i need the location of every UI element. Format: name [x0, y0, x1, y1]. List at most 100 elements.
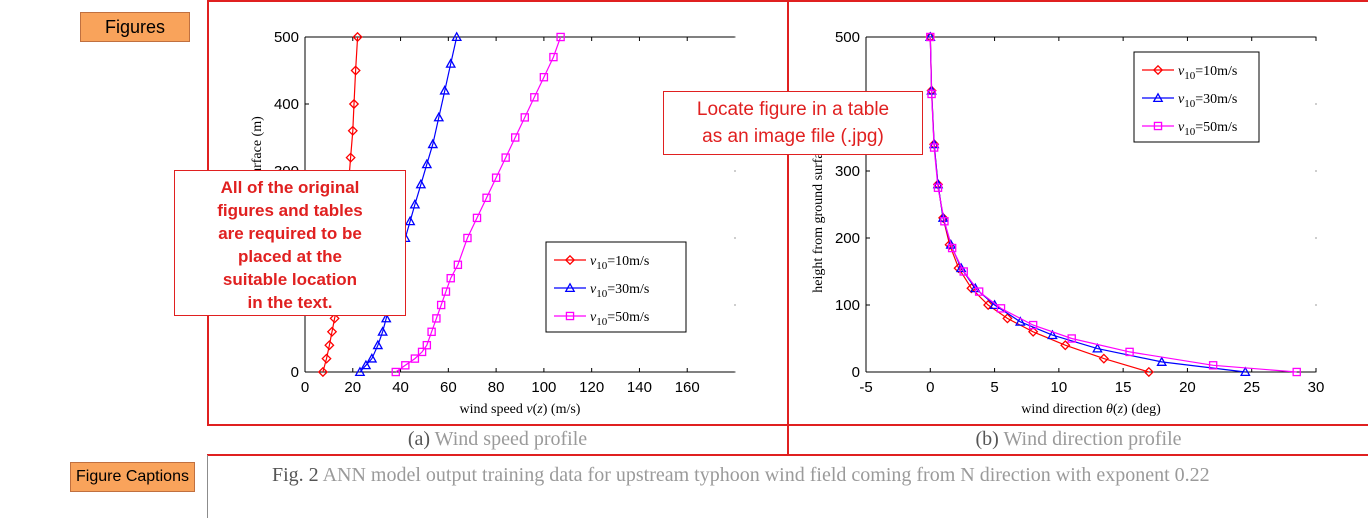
- data-point: [463, 233, 472, 243]
- data-point: [1143, 366, 1154, 378]
- data-point: [1028, 326, 1039, 337]
- legend-label: v10=50m/s: [590, 310, 649, 328]
- subcaption-a: (a) Wind speed profile: [208, 427, 787, 451]
- legend-label: v10=50m/s: [1178, 120, 1237, 138]
- x-tick-label: 140: [627, 379, 652, 396]
- x-tick-label: 80: [488, 379, 505, 396]
- data-point: [983, 299, 994, 311]
- x-tick-label: 15: [1115, 379, 1132, 396]
- subcaption-b-label: (b): [975, 428, 999, 450]
- series-line: [395, 36, 562, 373]
- figure-caption-text: ANN model output training data for upstr…: [322, 464, 1210, 486]
- y-tick-label: 400: [274, 96, 299, 113]
- data-point: [366, 353, 378, 363]
- data-point: [446, 273, 455, 283]
- legend-label: v10=30m/s: [1178, 92, 1237, 110]
- right-axis-dot: [734, 36, 736, 38]
- placement-note-line: placed at the: [238, 247, 342, 266]
- legend-marker: [1152, 92, 1164, 103]
- legend-label: v10=10m/s: [590, 254, 649, 272]
- data-point: [959, 267, 968, 276]
- data-point: [415, 178, 427, 189]
- data-point: [1014, 316, 1026, 326]
- frame-row-separator: [207, 424, 1368, 426]
- series-line: [929, 36, 1297, 373]
- data-point: [549, 52, 558, 62]
- data-point: [1047, 329, 1058, 340]
- data-point: [410, 354, 420, 363]
- image-file-line: as an image file (.jpg): [702, 126, 884, 147]
- placement-note-line: All of the original: [220, 178, 360, 197]
- data-point: [491, 173, 501, 182]
- data-point: [445, 58, 457, 68]
- data-point: [940, 217, 949, 226]
- right-axis-dot: [734, 170, 736, 172]
- data-point: [520, 113, 529, 122]
- data-point: [929, 143, 939, 152]
- placement-note-line: in the text.: [247, 293, 333, 312]
- legend-marker: [564, 254, 576, 266]
- x-axis-label: wind direction θ(z) (deg): [1021, 402, 1161, 417]
- data-point: [451, 31, 462, 42]
- data-point: [556, 32, 565, 42]
- y-tick-label: 500: [835, 29, 860, 46]
- data-point: [1092, 343, 1103, 353]
- frame-divider-vertical: [787, 0, 789, 455]
- data-point: [1098, 353, 1109, 364]
- data-point: [1125, 347, 1134, 357]
- image-file-line: Locate figure in a table: [696, 99, 890, 120]
- y-tick-label: 300: [835, 163, 860, 180]
- data-point: [348, 98, 360, 110]
- x-tick-label: 5: [990, 379, 998, 396]
- data-point: [539, 72, 549, 82]
- frame-caption-separator: [207, 454, 1368, 456]
- legend-label: v10=30m/s: [590, 282, 649, 300]
- legend-marker: [1152, 64, 1164, 76]
- right-axis-dot: [734, 237, 736, 239]
- data-point: [324, 340, 335, 351]
- x-tick-label: 25: [1243, 379, 1260, 396]
- data-point: [441, 287, 451, 296]
- data-point: [1002, 313, 1013, 324]
- data-point: [1208, 361, 1218, 370]
- series-line: [929, 36, 1150, 373]
- x-tick-label: 120: [579, 379, 604, 396]
- x-tick-label: 30: [1308, 379, 1325, 396]
- data-point: [422, 340, 432, 350]
- subcaption-b-text: Wind direction profile: [1003, 428, 1182, 450]
- x-tick-label: 0: [301, 379, 309, 396]
- y-tick-label: 200: [835, 230, 860, 247]
- right-axis-dot: [1315, 170, 1317, 172]
- data-point: [938, 212, 949, 224]
- data-point: [404, 215, 416, 226]
- x-tick-label: -5: [859, 379, 872, 396]
- data-point: [432, 314, 441, 323]
- data-point: [1067, 334, 1076, 343]
- data-point: [1028, 320, 1038, 330]
- y-tick-label: 0: [291, 364, 299, 381]
- y-tick-label: 100: [835, 297, 860, 314]
- subcaption-a-text: Wind speed profile: [434, 428, 588, 450]
- data-point: [360, 359, 372, 370]
- data-point: [427, 327, 436, 337]
- data-point: [1292, 367, 1301, 377]
- data-point: [947, 243, 957, 253]
- data-point: [321, 353, 332, 364]
- figure-captions-tag: Figure Captions: [70, 462, 195, 492]
- x-tick-label: 20: [1179, 379, 1196, 396]
- data-point: [326, 326, 338, 337]
- placement-note-callout: All of the original figures and tables a…: [174, 170, 406, 316]
- right-axis-dot: [1315, 304, 1317, 306]
- wind-direction-chart: -50510152025300100200300400500wind direc…: [811, 29, 1325, 417]
- data-point: [433, 111, 445, 122]
- caption-left-border: [207, 455, 208, 518]
- x-tick-label: 160: [675, 379, 700, 396]
- data-point: [472, 213, 482, 223]
- figure-caption-label: Fig. 2: [272, 464, 319, 486]
- data-point: [1060, 340, 1071, 351]
- data-point: [345, 152, 356, 163]
- x-tick-label: 40: [392, 379, 409, 396]
- data-point: [501, 153, 510, 162]
- data-point: [1239, 366, 1251, 377]
- x-tick-label: 20: [344, 379, 361, 396]
